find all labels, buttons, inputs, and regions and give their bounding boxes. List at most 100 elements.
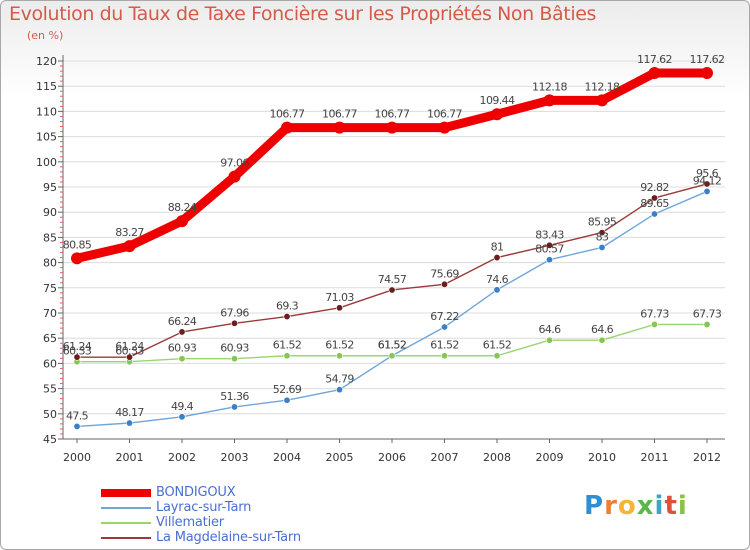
x-tick-label: 2002 xyxy=(168,451,196,464)
x-tick-label: 2003 xyxy=(221,451,249,464)
series-3-data-label: 81 xyxy=(491,241,504,254)
logo-letter: r xyxy=(604,491,618,521)
series-1-point xyxy=(440,323,448,331)
series-1-data-label: 83 xyxy=(596,230,609,243)
series-3-data-label: 83.43 xyxy=(535,228,564,241)
series-2-point xyxy=(440,352,448,360)
series-3-point xyxy=(283,313,291,321)
series-1-point xyxy=(335,386,343,394)
x-tick-label: 2005 xyxy=(326,451,354,464)
series-0-data-label: 106.77 xyxy=(427,108,462,121)
series-2-data-label: 67.73 xyxy=(640,307,669,320)
series-0-point xyxy=(701,66,713,79)
series-2-data-label: 67.73 xyxy=(693,307,722,320)
series-3-data-label: 71.03 xyxy=(325,291,354,304)
series-1-point xyxy=(178,413,186,421)
series-2-point xyxy=(650,320,658,328)
series-1-data-label: 48.17 xyxy=(115,406,144,419)
series-0-data-label: 117.62 xyxy=(690,53,725,66)
series-0-point xyxy=(71,252,83,265)
y-tick-label: 70 xyxy=(43,307,57,320)
series-2-point xyxy=(545,336,553,344)
series-1-data-label: 54.79 xyxy=(325,373,354,386)
legend-swatch xyxy=(101,537,151,539)
series-0-data-label: 112.18 xyxy=(585,80,620,93)
series-3-point xyxy=(178,328,186,336)
series-3-data-label: 75.69 xyxy=(430,267,459,280)
series-3-point xyxy=(388,286,396,294)
series-2-data-label: 64.6 xyxy=(591,323,614,336)
x-tick-label: 2010 xyxy=(588,451,616,464)
series-1-data-label: 49.4 xyxy=(171,400,194,413)
chart-title: Evolution du Taux de Taxe Foncière sur l… xyxy=(9,3,597,25)
series-2-point xyxy=(231,355,239,363)
series-3-point xyxy=(493,254,501,262)
series-0-point xyxy=(123,240,136,253)
legend-label: BONDIGOUX xyxy=(156,485,236,500)
series-2-data-label: 61.52 xyxy=(378,339,407,352)
series-3-data-label: 85.95 xyxy=(588,216,617,229)
series-2-data-label: 61.52 xyxy=(273,339,302,352)
y-tick-label: 110 xyxy=(36,105,57,118)
series-1-data-label: 67.22 xyxy=(430,310,459,323)
series-0-point xyxy=(176,215,188,228)
series-3-point xyxy=(126,353,134,361)
series-0-data-label: 112.18 xyxy=(532,80,567,93)
series-1-point xyxy=(598,243,606,251)
legend-swatch xyxy=(101,489,151,497)
series-2-point xyxy=(598,336,606,344)
series-2-point xyxy=(703,320,711,328)
x-tick-label: 2011 xyxy=(641,451,669,464)
x-tick-label: 2004 xyxy=(273,451,301,464)
y-tick-label: 120 xyxy=(36,55,57,68)
series-3-point xyxy=(440,280,448,288)
series-3-data-label: 74.57 xyxy=(378,273,407,286)
series-2-data-label: 60.93 xyxy=(220,342,249,355)
series-2-point xyxy=(493,352,501,360)
series-1-data-label: 51.36 xyxy=(220,390,249,403)
y-tick-label: 95 xyxy=(43,181,57,194)
series-3-data-label: 61.24 xyxy=(115,340,144,353)
y-tick-label: 100 xyxy=(36,156,57,169)
logo-letter: i xyxy=(677,491,688,521)
y-tick-label: 115 xyxy=(36,80,57,93)
y-tick-label: 50 xyxy=(43,408,57,421)
y-axis-ticks: 45 50 55 60 65 70 75 80 85 90 95 100 105 110 115 120 xyxy=(36,55,63,446)
series-1-data-label: 89.65 xyxy=(640,197,669,210)
logo-letter: t xyxy=(664,491,678,521)
series-2-data-label: 60.33 xyxy=(63,345,92,358)
series-line-0 xyxy=(75,68,707,263)
series-1-point xyxy=(231,403,239,411)
y-tick-label: 45 xyxy=(43,433,57,446)
legend-label: Villematier xyxy=(156,515,224,530)
series-2-data-label: 61.52 xyxy=(325,339,354,352)
legend-label: La Magdelaine-sur-Tarn xyxy=(156,530,301,545)
series-1-point xyxy=(703,187,711,195)
series-3-data-label: 69.3 xyxy=(276,300,299,313)
series-1-point xyxy=(126,419,134,427)
series-2-data-label: 64.6 xyxy=(538,323,561,336)
series-0-data-label: 106.77 xyxy=(322,108,357,121)
series-3-point xyxy=(545,241,553,249)
series-1-data-label: 61.52 xyxy=(378,339,407,352)
series-0-data-label: 117.62 xyxy=(637,53,672,66)
series-3-data-label: 66.24 xyxy=(168,315,197,328)
series-0-point xyxy=(438,121,451,134)
x-tick-label: 2000 xyxy=(63,451,91,464)
unit-label: (en %) xyxy=(27,29,64,42)
series-0-point xyxy=(543,94,556,107)
series-0-point xyxy=(281,121,293,134)
y-tick-label: 85 xyxy=(43,231,57,244)
series-0-data-label: 106.77 xyxy=(270,108,305,121)
series-1-data-label: 80.57 xyxy=(535,243,564,256)
series-3-point xyxy=(335,304,343,312)
series-2-data-label: 60.93 xyxy=(168,342,197,355)
series-3-point xyxy=(650,194,658,202)
series-1-point xyxy=(283,396,291,404)
series-1-point xyxy=(545,256,553,264)
series-0-data-label: 106.77 xyxy=(375,108,410,121)
series-3-data-label: 61.24 xyxy=(63,340,92,353)
y-tick-label: 65 xyxy=(43,332,57,345)
